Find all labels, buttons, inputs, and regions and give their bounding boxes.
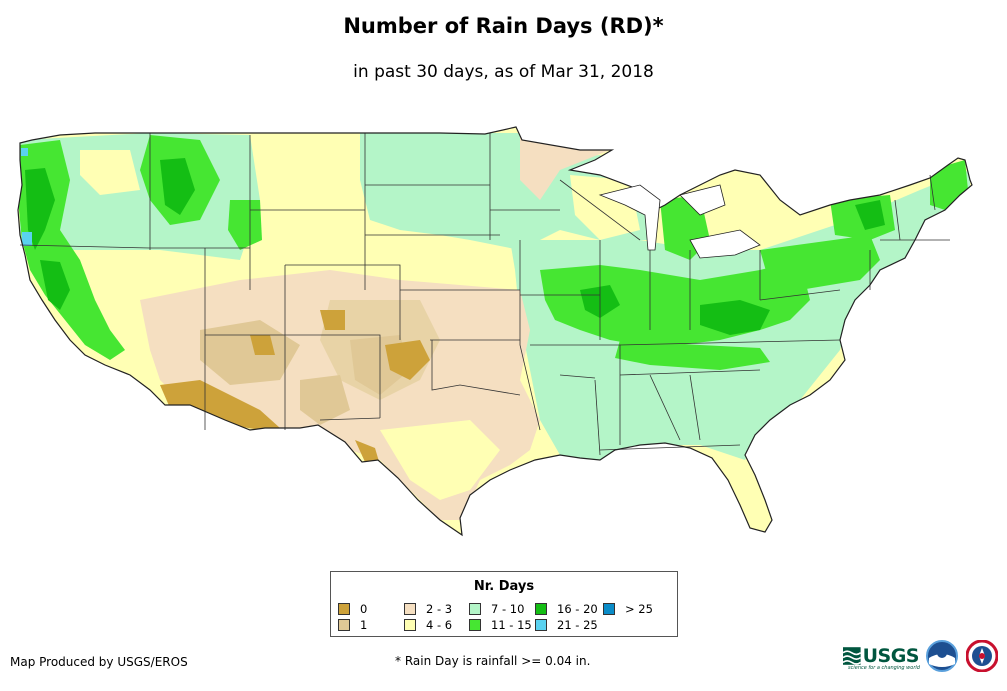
lake-michigan <box>598 184 661 251</box>
legend-item-0: 0 <box>338 602 367 616</box>
legend-swatch <box>535 603 547 615</box>
lake-erie <box>689 229 761 259</box>
legend-label: 16 - 20 <box>557 602 598 616</box>
usgs-wordmark: USGS <box>862 645 920 667</box>
legend-title: Nr. Days <box>473 579 535 594</box>
legend: Nr. Days 0 1 2 - 3 4 - 6 7 - 10 11 - 15 … <box>330 571 678 637</box>
lake-huron <box>679 184 726 216</box>
legend-item-7: 21 - 25 <box>535 618 598 632</box>
legend-swatch <box>338 619 350 631</box>
legend-item-3: 4 - 6 <box>404 618 452 632</box>
map-subtitle: in past 30 days, as of Mar 31, 2018 <box>353 62 654 82</box>
legend-item-2: 2 - 3 <box>404 602 452 616</box>
nws-logo-icon <box>966 640 998 672</box>
legend-swatch <box>338 603 350 615</box>
legend-label: 1 <box>360 618 368 632</box>
legend-swatch <box>535 619 547 631</box>
usgs-wave-icon <box>843 647 861 665</box>
usgs-logo: USGS <box>843 641 920 671</box>
legend-label: > 25 <box>625 602 653 616</box>
legend-label: 21 - 25 <box>557 618 598 632</box>
producer-credit: Map Produced by USGS/EROS <box>10 655 188 669</box>
usgs-tagline: science for a changing world <box>848 665 920 671</box>
legend-swatch <box>404 603 416 615</box>
legend-swatch <box>469 603 481 615</box>
legend-swatch <box>404 619 416 631</box>
state-borders <box>19 133 950 456</box>
legend-item-1: 1 <box>338 618 367 632</box>
legend-label: 11 - 15 <box>491 618 532 632</box>
legend-label: 4 - 6 <box>426 618 453 632</box>
legend-item-8: > 25 <box>603 602 653 616</box>
legend-item-6: 16 - 20 <box>535 602 598 616</box>
map-title: Number of Rain Days (RD)* <box>343 14 664 38</box>
legend-label: 0 <box>360 602 368 616</box>
legend-label: 2 - 3 <box>426 602 453 616</box>
footnote: * Rain Day is rainfall >= 0.04 in. <box>395 654 591 668</box>
legend-item-4: 7 - 10 <box>469 602 524 616</box>
legend-label: 7 - 10 <box>491 602 525 616</box>
legend-swatch <box>469 619 481 631</box>
legend-swatch <box>603 603 615 615</box>
legend-item-5: 11 - 15 <box>469 618 532 632</box>
noaa-logo-icon <box>926 640 958 672</box>
